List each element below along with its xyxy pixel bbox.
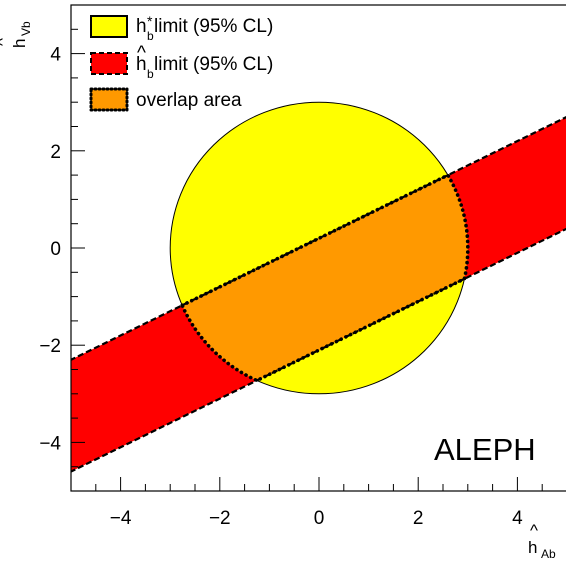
experiment-label: ALEPH <box>434 432 536 467</box>
y-tick-label: 0 <box>50 239 61 260</box>
x-tick-label: 0 <box>314 508 325 529</box>
y-tick-label: 4 <box>50 45 61 66</box>
axis-ticks <box>70 4 543 492</box>
x-axis-title: h ^ Ab <box>528 521 556 561</box>
legend-swatch-overlap <box>89 87 129 112</box>
x-tick-label: −4 <box>110 508 132 529</box>
x-tick-label: 4 <box>512 508 523 529</box>
x-axis-tick-labels: −4 −2 0 2 4 <box>110 508 523 529</box>
legend-entry-band-accent: ^ <box>137 43 146 64</box>
overlap-boundary <box>179 172 470 383</box>
legend-entry-circle-label: limit (95% CL) <box>154 16 273 37</box>
legend-swatch-band <box>90 52 128 75</box>
y-tick-label: −4 <box>39 433 61 454</box>
band-upper-boundary <box>71 116 566 362</box>
legend-entry-overlap-label: overlap area <box>136 90 242 111</box>
legend-entry-circle-sub: b <box>147 29 154 43</box>
legend-entry-circle-sup: * <box>147 13 153 29</box>
x-axis-title-accent: ^ <box>530 521 538 540</box>
y-axis-title-sub: Vb <box>19 21 33 36</box>
legend-swatch-circle <box>90 15 128 38</box>
y-axis-tick-labels: −4 −2 0 2 4 <box>39 45 61 455</box>
y-axis-title-main: h <box>10 39 29 48</box>
legend-entry-band-sub: b <box>147 67 154 81</box>
y-tick-label: −2 <box>39 336 61 357</box>
y-axis-title: h ^ Vb <box>0 21 33 48</box>
y-tick-label: 2 <box>50 142 61 163</box>
legend-entry-circle-main: h <box>136 16 147 37</box>
plot-area <box>71 101 566 473</box>
legend-entry-band-label: limit (95% CL) <box>154 54 273 75</box>
x-axis-title-main: h <box>528 538 537 557</box>
overlap-region <box>182 175 468 381</box>
x-axis-title-sub: Ab <box>541 547 556 561</box>
legend: h * b limit (95% CL) h ^ b limit (95% CL… <box>89 13 273 112</box>
band-lower-boundary <box>71 227 566 473</box>
x-tick-label: −2 <box>209 508 231 529</box>
y-axis-title-accent: ^ <box>0 38 12 46</box>
x-tick-label: 2 <box>413 508 424 529</box>
legend-entry-band-main: h <box>136 54 147 75</box>
